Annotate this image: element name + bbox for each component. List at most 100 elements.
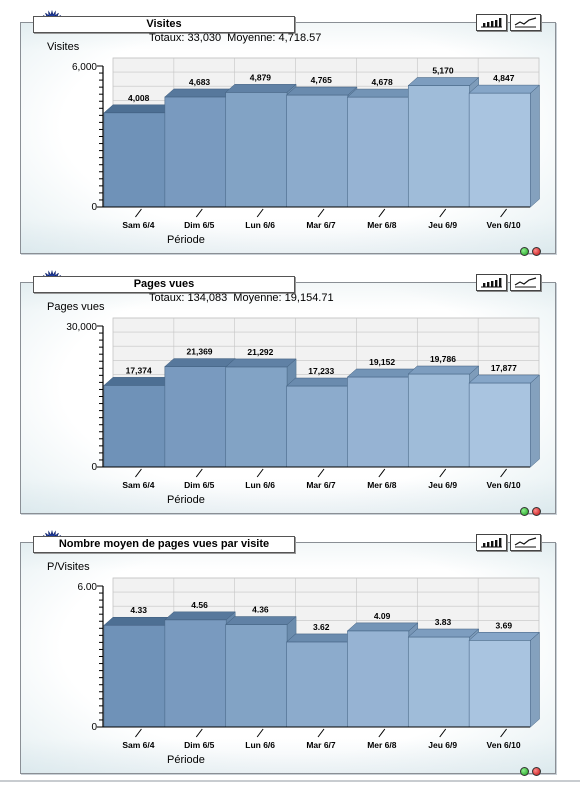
y-tick-label: 0 [91,462,97,473]
x-tick [439,208,447,218]
category-label: Sam 6/4 [122,740,154,750]
bar-chart-icon [481,278,502,288]
value-label: 21,369 [187,347,213,357]
category-label: Mer 6/8 [367,740,397,750]
bar[interactable] [468,631,541,728]
category-label: Sam 6/4 [122,480,154,490]
value-label: 3.62 [313,622,330,632]
category-label: Sam 6/4 [122,220,154,230]
y-tick-label: 0 [91,722,97,733]
value-label: 17,877 [491,363,517,373]
x-axis-label: Période [167,494,205,506]
x-tick [317,208,325,218]
x-tick [500,208,507,218]
bar[interactable] [407,76,480,208]
category-label: Mer 6/8 [367,480,397,490]
chart-title: Nombre moyen de pages vues par visite [33,536,295,553]
value-label: 17,233 [308,366,334,376]
bar[interactable] [468,374,541,468]
line-chart-view-button[interactable] [510,534,541,551]
red-status-icon [532,507,541,516]
x-tick [195,208,203,218]
x-tick [378,728,386,738]
x-tick [195,728,203,738]
bar-chart-view-button[interactable] [476,14,507,31]
value-label: 4.33 [130,605,147,615]
y-axis-label: Pages vues [47,301,105,313]
value-label: 4.36 [252,605,269,615]
line-chart-icon [514,537,537,548]
x-tick [500,728,507,738]
bar[interactable] [103,616,176,728]
line-chart-view-button[interactable] [510,14,541,31]
value-label: 3.83 [435,617,452,627]
line-chart-icon [514,17,537,28]
bar[interactable] [468,84,541,208]
value-label: 19,152 [369,357,395,367]
category-label: Lun 6/6 [245,480,275,490]
x-tick [439,468,447,478]
bar[interactable] [346,368,419,468]
bar-chart-view-button[interactable] [476,534,507,551]
category-label: Ven 6/10 [487,480,521,490]
bar[interactable] [407,628,480,728]
x-tick [439,728,447,738]
green-status-icon [520,767,529,776]
value-label: 4.09 [374,611,391,621]
chart-title: Pages vues [33,276,295,293]
average-value: Moyenne: 4,718.57 [227,32,322,44]
bar[interactable] [225,615,297,728]
x-tick [317,728,325,738]
average-value: Moyenne: 19,154.71 [233,292,334,304]
green-status-icon [520,247,529,256]
y-axis-label: Visites [47,41,80,53]
y-tick-label: 6,000 [72,62,97,73]
x-axis-label: Période [167,754,205,766]
y-tick-label: 30,000 [66,322,97,333]
value-label: 4,847 [493,73,515,83]
value-label: 4,008 [128,93,150,103]
value-label: 4,678 [371,77,393,87]
x-tick [195,468,203,478]
line-chart-view-button[interactable] [510,274,541,291]
bar[interactable] [285,633,358,728]
bar-chart-icon [481,18,502,28]
bar-chart-icon [481,538,502,548]
x-tick [135,208,142,218]
x-tick [317,468,325,478]
category-label: Mar 6/7 [306,480,336,490]
bar[interactable] [164,611,236,728]
bar[interactable] [346,622,419,728]
x-tick [256,468,264,478]
y-axis-label: P/Visites [47,561,90,573]
x-tick [500,468,507,478]
x-tick [135,728,142,738]
bar-chart-view-button[interactable] [476,274,507,291]
value-label: 21,292 [247,347,273,357]
x-tick [256,208,264,218]
value-label: 4,765 [311,75,333,85]
category-label: Mar 6/7 [306,220,336,230]
category-label: Dim 6/5 [184,480,215,490]
totals-value: Totaux: 134,083 [149,292,228,304]
category-label: Lun 6/6 [245,740,275,750]
totals-value: Totaux: 33,030 [149,32,222,44]
category-label: Ven 6/10 [487,220,521,230]
category-label: Jeu 6/9 [428,740,457,750]
category-label: Dim 6/5 [184,220,215,230]
bottom-divider [0,780,580,782]
value-label: 3.69 [496,620,513,630]
value-label: 4,683 [189,77,211,87]
category-label: Lun 6/6 [245,220,275,230]
value-label: 4,879 [250,72,272,82]
chart-title: Visites [33,16,295,33]
category-label: Ven 6/10 [487,740,521,750]
value-label: 17,374 [126,365,152,375]
value-label: 4.56 [191,600,208,610]
line-chart-icon [514,277,537,288]
green-status-icon [520,507,529,516]
totals-line: Totaux: 134,083 Moyenne: 19,154.71 [149,292,340,304]
totals-line: Totaux: 33,030 Moyenne: 4,718.57 [149,32,327,44]
red-status-icon [532,247,541,256]
x-tick [135,468,142,478]
